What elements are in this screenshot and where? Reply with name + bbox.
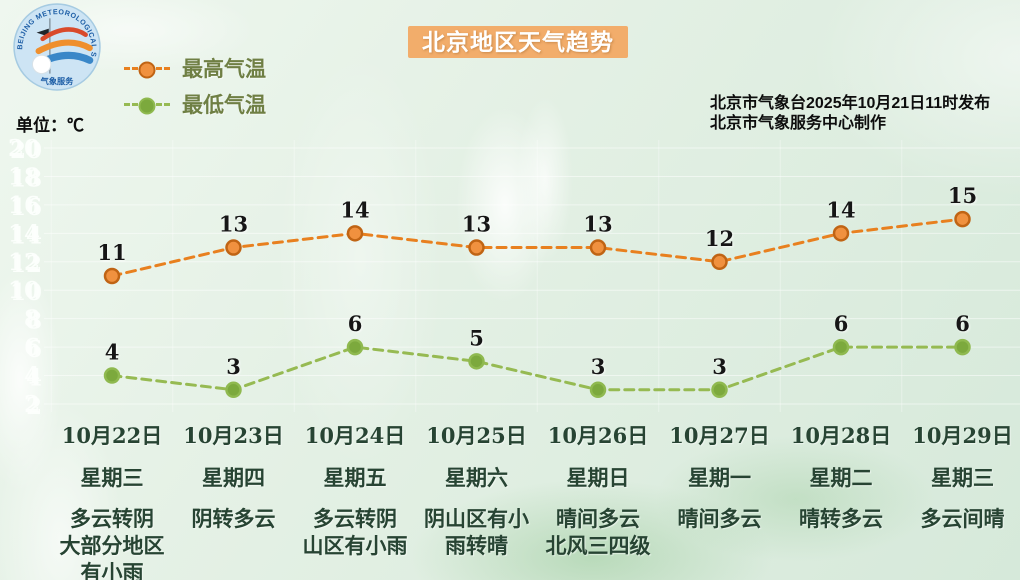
y-tick-label-shadow: 8 xyxy=(26,308,42,335)
data-point xyxy=(346,338,364,356)
page-title: 北京地区天气趋势 xyxy=(408,26,628,58)
issued-line-2: 北京市气象服务中心制作 xyxy=(710,115,887,132)
value-label: 13 xyxy=(583,212,612,237)
y-tick-label: 20 xyxy=(8,135,40,162)
y-tick-label: 16 xyxy=(8,192,40,219)
high-temp-marker-icon xyxy=(138,61,156,78)
data-point xyxy=(832,338,850,356)
value-label: 6 xyxy=(955,311,970,336)
y-tick-label: 2 xyxy=(24,391,40,418)
value-label: 12 xyxy=(705,226,734,251)
y-tick-label-shadow: 4 xyxy=(26,365,42,392)
low-temp-line-swatch xyxy=(124,97,170,114)
data-point xyxy=(468,353,485,370)
data-point xyxy=(832,225,850,242)
y-tick-label: 14 xyxy=(8,220,40,247)
data-point xyxy=(954,338,971,356)
data-point xyxy=(468,239,485,256)
value-label: 3 xyxy=(591,354,606,379)
unit-label: 单位：℃ xyxy=(16,116,84,135)
value-label: 14 xyxy=(340,197,369,222)
data-point xyxy=(346,225,364,242)
high-temp-line-swatch xyxy=(124,61,170,78)
y-tick-label-shadow: 6 xyxy=(26,336,42,363)
value-label: 3 xyxy=(226,354,241,379)
value-label: 3 xyxy=(712,354,727,379)
y-tick-label: 6 xyxy=(24,334,40,361)
issued-line-1: 北京市气象台2025年10月21日11时发布 xyxy=(710,95,991,112)
logo-bottom-text: 气象服务 xyxy=(40,76,75,86)
data-point xyxy=(589,239,607,256)
legend-label-high: 最高气温 xyxy=(182,58,266,81)
low-temp-marker-icon xyxy=(138,97,156,114)
data-point xyxy=(103,267,121,285)
value-label: 13 xyxy=(462,212,491,237)
value-label: 15 xyxy=(948,183,977,208)
value-label: 11 xyxy=(97,240,126,265)
beijing-meteorological-service-logo: BEIJING METEOROLOGICAL SERVICE 气象服务 xyxy=(12,2,101,91)
y-tick-label-shadow: 16 xyxy=(10,194,42,221)
data-point xyxy=(589,381,607,399)
issuer-info: 北京市气象台2025年10月21日11时发布 北京市气象服务中心制作 xyxy=(710,94,990,134)
value-label: 13 xyxy=(219,212,248,237)
y-tick-label-shadow: 14 xyxy=(10,222,42,249)
y-tick-label-shadow: 10 xyxy=(10,279,42,306)
y-tick-label: 10 xyxy=(8,277,40,304)
series-line-1 xyxy=(110,345,964,392)
value-label: 6 xyxy=(348,311,363,336)
legend-item-high: 最高气温 xyxy=(124,55,266,81)
data-point xyxy=(225,381,242,399)
data-point xyxy=(103,367,121,384)
data-point xyxy=(711,253,728,271)
y-tick-label-shadow: 18 xyxy=(10,165,42,192)
value-label: 4 xyxy=(105,340,120,365)
data-point xyxy=(954,210,971,228)
y-tick-label: 4 xyxy=(24,363,40,390)
value-label: 6 xyxy=(834,311,849,336)
chart-legend: 最高气温 最低气温 xyxy=(124,55,266,127)
legend-item-low: 最低气温 xyxy=(124,91,266,117)
value-label: 14 xyxy=(826,197,855,222)
legend-label-low: 最低气温 xyxy=(182,94,266,117)
series-line-0 xyxy=(110,217,964,278)
value-label: 5 xyxy=(469,325,484,350)
y-tick-label-shadow: 12 xyxy=(10,251,42,278)
y-tick-label: 8 xyxy=(24,306,40,333)
data-point xyxy=(711,381,728,399)
y-tick-label: 12 xyxy=(8,249,40,276)
y-tick-label: 18 xyxy=(8,163,40,190)
y-tick-label-shadow: 2 xyxy=(26,393,42,420)
y-tick-label-shadow: 20 xyxy=(10,137,42,164)
data-point xyxy=(225,239,242,256)
